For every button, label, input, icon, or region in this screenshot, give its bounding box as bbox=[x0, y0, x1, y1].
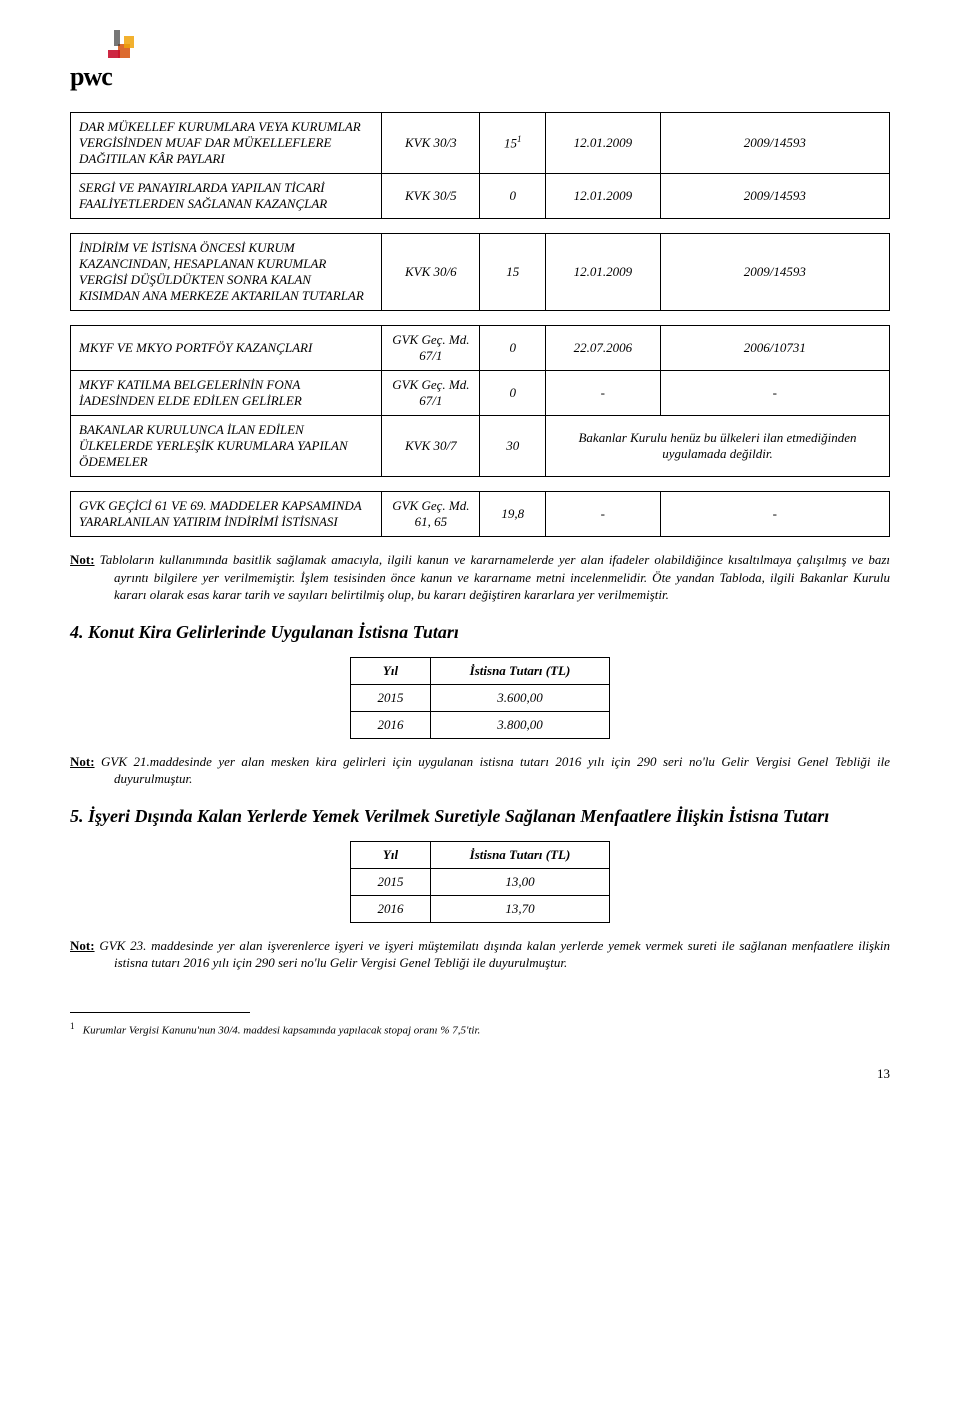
year-cell: 2016 bbox=[351, 711, 431, 738]
col-year: Yıl bbox=[351, 657, 431, 684]
footnote-text: Kurumlar Vergisi Kanunu'nun 30/4. maddes… bbox=[83, 1024, 481, 1036]
note-label: Not: bbox=[70, 938, 95, 953]
date-cell: - bbox=[546, 371, 661, 416]
note-section-5: Not: GVK 23. maddesinde yer alan işveren… bbox=[70, 937, 890, 972]
rate-cell: 0 bbox=[480, 174, 546, 219]
ref-cell: 2009/14593 bbox=[660, 113, 889, 174]
pwc-logo: pwc bbox=[70, 30, 890, 92]
table-row: MKYF KATILMA BELGELERİNİN FONA İADESİNDE… bbox=[71, 371, 890, 416]
year-cell: 2016 bbox=[351, 895, 431, 922]
law-cell: GVK Geç. Md. 67/1 bbox=[382, 371, 480, 416]
housing-rent-exemption-table: Yıl İstisna Tutarı (TL) 2015 3.600,00 20… bbox=[350, 657, 610, 739]
note-table-usage: Not: Tabloların kullanımında basitlik sa… bbox=[70, 551, 890, 604]
table-row: MKYF VE MKYO PORTFÖY KAZANÇLARI GVK Geç.… bbox=[71, 326, 890, 371]
note-text: GVK 23. maddesinde yer alan işverenlerce… bbox=[99, 938, 890, 971]
law-cell: KVK 30/5 bbox=[382, 174, 480, 219]
ref-cell: Bakanlar Kurulu henüz bu ülkeleri ilan e… bbox=[546, 416, 890, 477]
rate-cell: 15 bbox=[480, 234, 546, 311]
table-row: BAKANLAR KURULUNCA İLAN EDİLEN ÜLKELERDE… bbox=[71, 416, 890, 477]
pwc-logo-text: pwc bbox=[70, 62, 112, 92]
amount-cell: 13,00 bbox=[431, 868, 610, 895]
rate-cell: 0 bbox=[480, 326, 546, 371]
ref-cell: 2006/10731 bbox=[660, 326, 889, 371]
rate-cell: 30 bbox=[480, 416, 546, 477]
section-5-heading: 5. İşyeri Dışında Kalan Yerlerde Yemek V… bbox=[70, 806, 890, 827]
desc-cell: SERGİ VE PANAYIRLARDA YAPILAN TİCARİ FAA… bbox=[71, 174, 382, 219]
law-cell: GVK Geç. Md. 67/1 bbox=[382, 326, 480, 371]
pwc-logo-mark bbox=[100, 30, 140, 60]
tax-withholding-table-2: İNDİRİM VE İSTİSNA ÖNCESİ KURUM KAZANCIN… bbox=[70, 233, 890, 311]
tax-withholding-table: DAR MÜKELLEF KURUMLARA VEYA KURUMLAR VER… bbox=[70, 112, 890, 219]
meal-benefit-exemption-table: Yıl İstisna Tutarı (TL) 2015 13,00 2016 … bbox=[350, 841, 610, 923]
table-header-row: Yıl İstisna Tutarı (TL) bbox=[351, 657, 610, 684]
desc-cell: MKYF KATILMA BELGELERİNİN FONA İADESİNDE… bbox=[71, 371, 382, 416]
date-cell: 22.07.2006 bbox=[546, 326, 661, 371]
note-text: GVK 21.maddesinde yer alan mesken kira g… bbox=[101, 754, 890, 787]
table-row: 2016 3.800,00 bbox=[351, 711, 610, 738]
date-cell: 12.01.2009 bbox=[546, 234, 661, 311]
amount-cell: 3.800,00 bbox=[431, 711, 610, 738]
table-header-row: Yıl İstisna Tutarı (TL) bbox=[351, 841, 610, 868]
date-cell: - bbox=[546, 492, 661, 537]
year-cell: 2015 bbox=[351, 684, 431, 711]
law-cell: KVK 30/7 bbox=[382, 416, 480, 477]
table-row: İNDİRİM VE İSTİSNA ÖNCESİ KURUM KAZANCIN… bbox=[71, 234, 890, 311]
table-row: 2016 13,70 bbox=[351, 895, 610, 922]
rate-cell: 0 bbox=[480, 371, 546, 416]
table-row: DAR MÜKELLEF KURUMLARA VEYA KURUMLAR VER… bbox=[71, 113, 890, 174]
table-row: GVK GEÇİCİ 61 VE 69. MADDELER KAPSAMINDA… bbox=[71, 492, 890, 537]
year-cell: 2015 bbox=[351, 868, 431, 895]
table-row: 2015 3.600,00 bbox=[351, 684, 610, 711]
note-label: Not: bbox=[70, 754, 95, 769]
ref-cell: 2009/14593 bbox=[660, 234, 889, 311]
footnote-1: 1 Kurumlar Vergisi Kanunu'nun 30/4. madd… bbox=[70, 1021, 890, 1037]
note-label: Not: bbox=[70, 552, 95, 567]
desc-cell: BAKANLAR KURULUNCA İLAN EDİLEN ÜLKELERDE… bbox=[71, 416, 382, 477]
desc-cell: GVK GEÇİCİ 61 VE 69. MADDELER KAPSAMINDA… bbox=[71, 492, 382, 537]
col-amount: İstisna Tutarı (TL) bbox=[431, 657, 610, 684]
date-cell: 12.01.2009 bbox=[546, 174, 661, 219]
rate-cell: 151 bbox=[480, 113, 546, 174]
tax-withholding-table-4: GVK GEÇİCİ 61 VE 69. MADDELER KAPSAMINDA… bbox=[70, 491, 890, 537]
note-section-4: Not: GVK 21.maddesinde yer alan mesken k… bbox=[70, 753, 890, 788]
desc-cell: İNDİRİM VE İSTİSNA ÖNCESİ KURUM KAZANCIN… bbox=[71, 234, 382, 311]
rate-cell: 19,8 bbox=[480, 492, 546, 537]
footnote-separator bbox=[70, 1012, 250, 1013]
page-number: 13 bbox=[70, 1066, 890, 1082]
table-row: SERGİ VE PANAYIRLARDA YAPILAN TİCARİ FAA… bbox=[71, 174, 890, 219]
amount-cell: 13,70 bbox=[431, 895, 610, 922]
date-cell: 12.01.2009 bbox=[546, 113, 661, 174]
law-cell: GVK Geç. Md. 61, 65 bbox=[382, 492, 480, 537]
col-amount: İstisna Tutarı (TL) bbox=[431, 841, 610, 868]
amount-cell: 3.600,00 bbox=[431, 684, 610, 711]
ref-cell: - bbox=[660, 371, 889, 416]
ref-cell: 2009/14593 bbox=[660, 174, 889, 219]
note-text: Tabloların kullanımında basitlik sağlama… bbox=[100, 552, 890, 602]
ref-cell: - bbox=[660, 492, 889, 537]
law-cell: KVK 30/6 bbox=[382, 234, 480, 311]
footnote-number: 1 bbox=[70, 1021, 75, 1031]
section-4-heading: 4. Konut Kira Gelirlerinde Uygulanan İst… bbox=[70, 622, 890, 643]
desc-cell: MKYF VE MKYO PORTFÖY KAZANÇLARI bbox=[71, 326, 382, 371]
desc-cell: DAR MÜKELLEF KURUMLARA VEYA KURUMLAR VER… bbox=[71, 113, 382, 174]
table-row: 2015 13,00 bbox=[351, 868, 610, 895]
tax-withholding-table-3: MKYF VE MKYO PORTFÖY KAZANÇLARI GVK Geç.… bbox=[70, 325, 890, 477]
law-cell: KVK 30/3 bbox=[382, 113, 480, 174]
col-year: Yıl bbox=[351, 841, 431, 868]
